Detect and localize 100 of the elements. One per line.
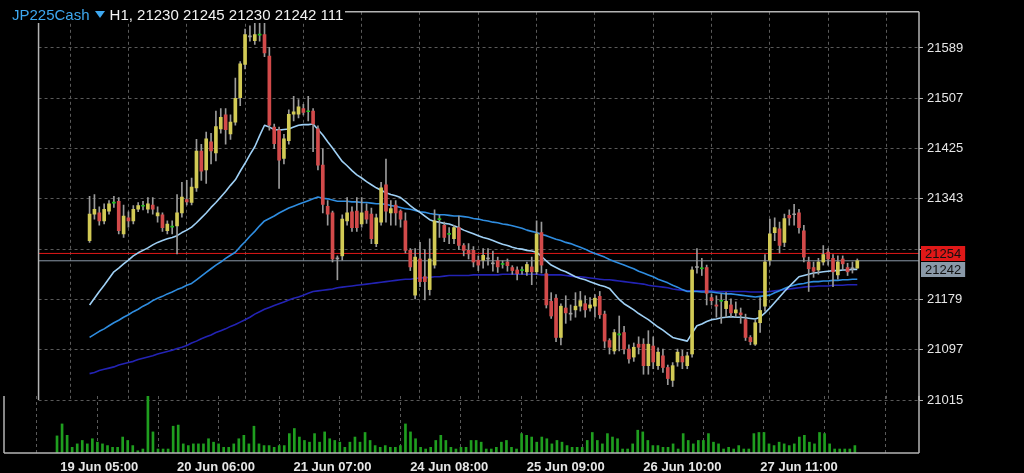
bar [419, 446, 422, 453]
bar [111, 446, 114, 453]
bar [116, 446, 119, 453]
bar [298, 436, 301, 453]
bar [222, 446, 225, 453]
bar [378, 446, 382, 453]
bar [202, 443, 205, 453]
bar [75, 443, 79, 453]
x-tick-label: 20 Jun 06:00 [176, 459, 255, 473]
bar [101, 443, 104, 453]
bar [383, 445, 387, 453]
bar [197, 443, 200, 453]
candlestick [389, 200, 393, 226]
x-tick-label: 24 Jun 08:00 [410, 459, 489, 473]
bar [479, 441, 483, 453]
bar [313, 433, 316, 453]
bar [797, 436, 801, 453]
candlestick [806, 256, 811, 292]
candlestick [617, 315, 622, 352]
bar [782, 443, 786, 453]
candlestick [787, 209, 792, 226]
bar [237, 438, 241, 453]
bar [308, 441, 311, 453]
candlestick [150, 197, 155, 215]
bar [808, 441, 811, 453]
bar [530, 436, 534, 453]
bar [495, 446, 498, 453]
bar [787, 445, 791, 453]
bar [282, 445, 286, 453]
candlestick [141, 200, 145, 211]
bar [803, 435, 806, 453]
y-tick-label: 21015 [927, 391, 964, 407]
bar [91, 438, 94, 453]
bar [510, 446, 513, 453]
candlestick [447, 227, 451, 244]
x-tick-label: 26 Jun 10:00 [643, 459, 722, 473]
bar [338, 441, 342, 453]
bar [641, 431, 645, 453]
ref-line-label: 21254 [925, 245, 962, 261]
bar [212, 441, 215, 453]
bar [520, 433, 523, 453]
bar [434, 440, 438, 453]
bar [399, 445, 402, 453]
bar [727, 446, 730, 453]
bar [590, 432, 594, 453]
bar [232, 443, 236, 453]
bar [737, 445, 741, 453]
candlestick [175, 194, 179, 255]
candlestick [529, 256, 534, 286]
bar [181, 443, 185, 453]
bar [318, 441, 321, 453]
x-tick-label: 19 Jun 05:00 [60, 459, 139, 473]
bar [333, 440, 337, 453]
bar [106, 445, 109, 453]
bar [535, 441, 539, 453]
bar [126, 440, 130, 453]
bar [323, 431, 326, 453]
candlestick [699, 258, 704, 276]
bar [207, 438, 210, 453]
bar [439, 435, 443, 453]
candlestick [792, 204, 796, 226]
bar [697, 440, 700, 453]
bar [611, 436, 614, 453]
bar [409, 431, 412, 453]
bar [500, 441, 503, 453]
bar [818, 432, 821, 453]
y-tick-label: 21343 [927, 190, 964, 206]
bar [691, 443, 695, 453]
x-tick-label: 21 Jun 07:00 [293, 459, 372, 473]
bar [293, 428, 296, 453]
bar [414, 438, 417, 453]
bar [404, 423, 407, 453]
bar [823, 433, 826, 453]
x-tick-label: 27 Jun 11:00 [760, 459, 838, 473]
y-tick-label: 21507 [927, 89, 964, 105]
bar [328, 438, 332, 453]
candlestick [306, 96, 311, 122]
candlestick [520, 266, 524, 275]
bar [686, 440, 690, 453]
bar [596, 440, 599, 453]
x-tick-label: 25 Jun 09:00 [526, 459, 605, 473]
bar [585, 440, 589, 453]
y-tick-label: 21425 [927, 140, 964, 156]
bar [388, 446, 392, 453]
bar [681, 433, 685, 453]
candlestick [695, 248, 699, 274]
bar [631, 443, 635, 453]
bar [828, 443, 831, 453]
bar [192, 443, 195, 453]
ref-line-label: 21242 [925, 261, 962, 277]
bar [80, 440, 84, 453]
bar [717, 443, 720, 453]
candlestick [719, 293, 724, 324]
bar [227, 446, 231, 453]
bar [707, 433, 710, 453]
bar [702, 440, 705, 453]
chart-title: JP225Cash [12, 6, 90, 23]
bar [792, 443, 796, 453]
bar [636, 429, 640, 453]
bar [429, 446, 433, 453]
